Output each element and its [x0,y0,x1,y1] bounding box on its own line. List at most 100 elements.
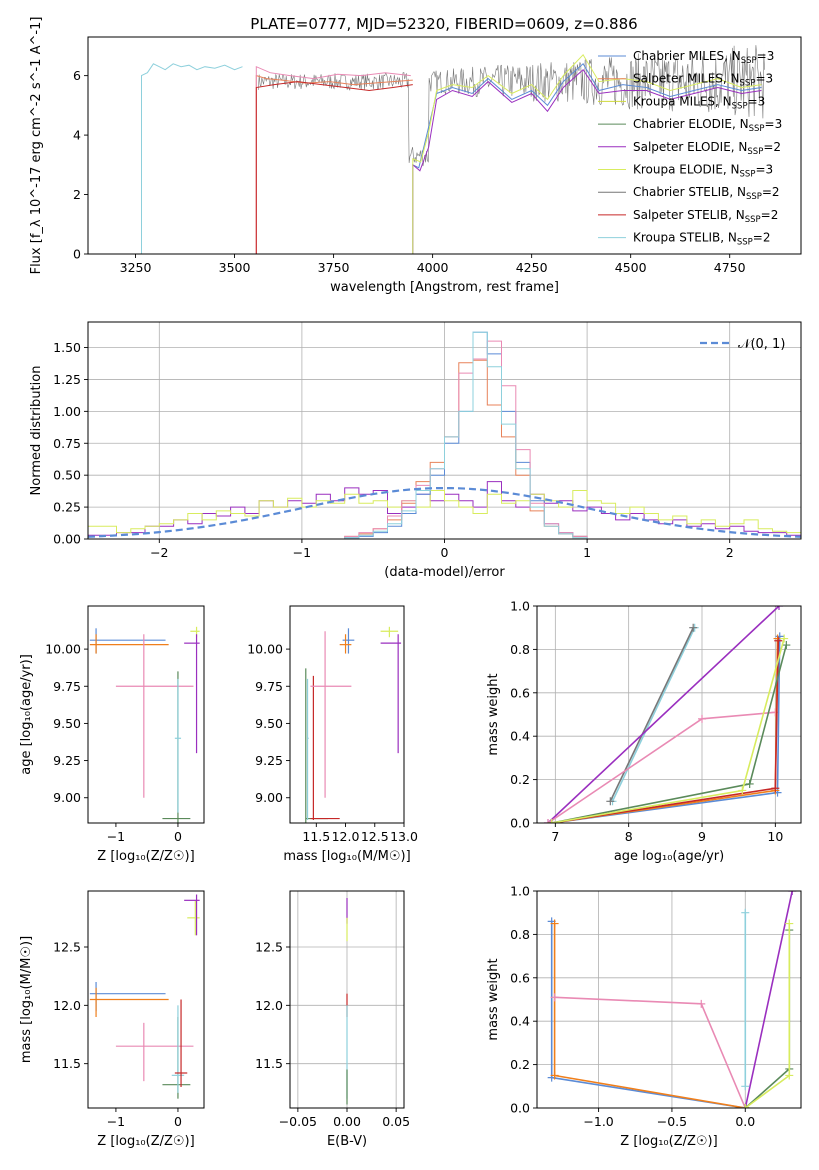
legend-tail: =3 [755,163,773,177]
x-tick-label: −2 [150,545,168,560]
y-axis-label: mass weight [486,958,501,1040]
y-axis-label: Flux [f_λ 10^-17 erg cm^-2 s^-1 A^-1] [29,17,44,275]
panel-mass_vs_z: −1 0 11.5 12.0 12.5 Z [log₁₀(Z/Z☉)] mass [log₁… [19,890,205,1149]
weight-marker [606,797,615,806]
x-tick-label: 11.5 [302,829,330,844]
y-tick-label: 2 [73,187,81,202]
axes-frame [536,605,802,824]
weight-marker [738,786,747,795]
weight-marker [741,1082,750,1091]
weight-marker [771,784,780,793]
x-tick-label: 0 [174,829,182,844]
legend-text: Kroupa MILES, N [633,94,732,108]
legend-subscript: SSP [732,101,748,111]
axes-frame [536,890,802,1109]
legend-label: Salpeter STELIB, NSSP=2 [633,208,778,225]
data-spectrum [258,45,765,167]
weight-marker [785,1071,794,1080]
x-axis-label: wavelength [Angstrom, rest frame] [330,280,559,295]
weight-marker [774,636,783,645]
weight-marker [547,819,556,823]
weight-line [547,606,780,823]
weight-marker [785,919,794,928]
x-tick-label: −1 [293,545,311,560]
x-tick-label: 7 [551,829,559,844]
x-tick-label: 4250 [516,260,548,275]
legend-tail: =2 [761,208,779,222]
panel-spectrum: 3250 3500 3750 4000 4250 4500 4750 0 2 4 6 waveleng… [29,17,802,295]
y-tick-label: 12.0 [53,998,81,1013]
weight-marker [550,919,559,928]
x-tick-label: 4500 [615,260,647,275]
weight-line [553,923,746,1108]
x-tick-label: 13.0 [390,829,418,844]
legend-tail: =3 [757,49,775,63]
y-tick-label: 12.5 [255,940,283,955]
x-tick-label: 12.0 [332,829,360,844]
y-tick-label: 1.50 [53,340,81,355]
legend-tail: =2 [763,140,781,154]
model-spectrum [88,74,413,254]
y-tick-label: 12.0 [255,998,283,1013]
y-tick-label: 4 [73,128,81,143]
y-tick-label: 11.5 [255,1056,283,1071]
axes-frame [87,36,802,255]
y-tick-label: 1.25 [53,372,81,387]
x-axis-label: Z [log₁₀(Z/Z☉)] [97,1134,194,1149]
x-tick-label: −0.05 [279,1114,317,1129]
histogram-broad [88,490,801,534]
x-axis-label: age log₁₀(age/yr) [614,849,724,864]
y-tick-label: 9.25 [255,753,283,768]
weight-marker [782,641,791,650]
legend-subscript: SSP [749,124,765,134]
legend-subscript: SSP [745,215,761,225]
x-tick-label: 0.0 [735,1114,755,1129]
y-tick-label: 9.75 [53,679,81,694]
legend-label: 𝒩(0, 1) [738,337,785,352]
y-tick-label: 9.25 [53,753,81,768]
axes-frame [289,605,405,824]
weight-marker [698,714,706,723]
x-tick-label: 8 [625,829,633,844]
model-spectrum [88,81,413,254]
y-tick-label: 9.75 [255,679,283,694]
x-tick-label: 9 [698,829,706,844]
y-tick-label: 0.2 [510,1057,530,1072]
legend-label: Salpeter ELODIE, NSSP=2 [633,140,781,157]
legend-subscript: SSP [746,192,762,202]
y-tick-label: 1.0 [510,599,530,614]
y-tick-label: 0.8 [510,927,530,942]
histogram-broad [88,481,801,536]
x-tick-label: 1 [583,545,591,560]
legend-label: Kroupa ELODIE, NSSP=3 [633,163,773,180]
y-tick-label: 0.0 [510,1101,530,1116]
y-tick-label: 6 [73,68,81,83]
y-tick-label: 12.5 [53,940,81,955]
y-axis-label: age [log₁₀(age/yr)] [19,654,34,775]
model-spectrum [88,65,411,254]
legend-subscript: SSP [740,79,756,89]
y-tick-label: 1.00 [53,404,81,419]
x-axis-label: Z [log₁₀(Z/Z☉)] [620,1134,717,1149]
weight-line [611,627,696,802]
weight-marker [544,819,552,823]
y-tick-label: 9.50 [255,716,283,731]
legend-subscript: SSP [740,170,756,180]
legend-text: Salpeter MILES, N [633,72,740,86]
legend-tail: =3 [765,117,783,131]
panel-weight_vs_age: 7 8 9 10 0.0 0.2 0.4 0.6 0.8 1.0 age log₁₀(age/yr)… [486,599,802,864]
legend-label: Chabrier ELODIE, NSSP=3 [633,117,782,134]
weight-marker [550,1071,559,1080]
x-tick-label: 12.5 [361,829,389,844]
panel-mass_vs_ebv: −0.05 0.00 0.05 11.5 12.0 12.5 E(B-V) [255,890,410,1149]
y-tick-label: 11.5 [53,1056,81,1071]
weight-marker [788,891,797,895]
model-spectrum [88,53,762,254]
x-tick-label: 0 [441,545,449,560]
model-spectrum [88,63,762,254]
y-axis-label: Normed distribution [29,366,44,496]
panel-age_vs_z: −1 0 9.00 9.25 9.50 9.75 10.00 Z [log₁₀(Z/Z☉)] a… [19,605,205,864]
y-tick-label: 0.2 [510,772,530,787]
